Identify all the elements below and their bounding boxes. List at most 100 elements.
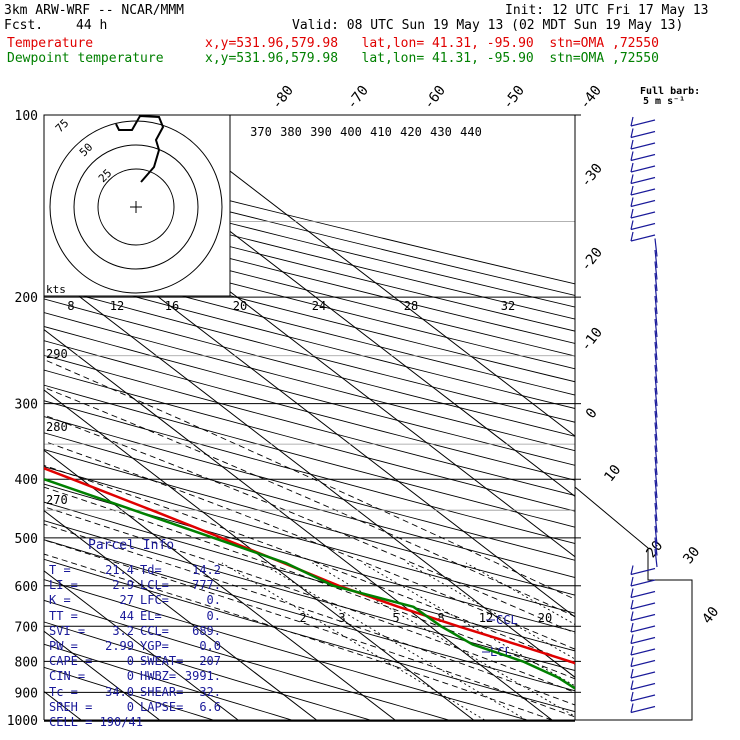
wind-barb-shaft [630,199,656,208]
valid-time: Valid: 08 UTC Sun 19 May 13 (02 MDT Sun … [292,18,684,33]
wind-barb-shaft [630,671,656,679]
parcel-value: 32. [199,684,221,699]
dry-adiabat-label: 270 [46,493,68,507]
hodograph-speed-label: 12 [110,299,124,313]
parcel-value: 2.9 [112,578,134,593]
dry-adiabat-line [44,539,575,692]
parcel-label: SHEAR= [140,684,184,699]
barb-legend-line1: Full barb: [640,86,700,97]
moist-adiabat-line [44,539,575,718]
dry-adiabat-line [44,621,371,720]
pressure-tick-label: 700 [15,620,38,635]
dry-adiabat-line [44,579,528,720]
moist-adiabat-line [44,553,553,720]
pressure-tick-label: 100 [15,109,38,124]
hodograph-ring [97,168,175,246]
wind-barb-shaft [630,694,656,702]
dewpoint-line [44,477,575,690]
wind-barb-flag [630,565,634,575]
mixing-ratio-line [221,562,485,720]
hodograph-speed-label: 24 [312,299,326,313]
wind-barb-shaft [654,525,658,545]
isotherm-label: -20 [578,245,606,275]
dry-adiabat-line [44,466,575,614]
wind-barb-flag [630,576,634,587]
hodograph-speed-label: 16 [165,299,179,313]
wind-barb-shaft [630,142,656,150]
wind-barb-shaft [654,548,658,568]
parcel-value: 27 [119,593,134,608]
wind-barb-shaft [654,318,658,338]
legend-dewpoint-name: Dewpoint temperature [7,51,164,66]
wind-barb-shaft [630,165,656,173]
parcel-value: 0.0 [199,639,221,653]
wind-barb-flag [630,588,634,598]
dry-adiabat-label: 280 [46,420,68,434]
isotherm-label: -80 [269,83,297,113]
wind-barb-shaft [630,613,656,622]
legend-temperature-info: x,y=531.96,579.98 lat,lon= 41.31, -95.90… [205,36,659,51]
mixing-ratio-line [260,562,527,720]
wind-barb-shaft [654,422,658,441]
parcel-value: 689. [192,623,221,638]
parcel-value: 777. [192,578,221,593]
wind-barb-flag [630,151,634,161]
isotherm-label: 10 [601,462,624,485]
parcel-value: 34.0 [105,684,134,699]
parcel-label: SWEAT= [140,654,184,669]
wind-barb-shaft [654,479,658,499]
wind-barb-shaft [654,502,658,522]
wind-barb-flag [630,208,634,219]
legend-dewpoint-info: x,y=531.96,579.98 lat,lon= 41.31, -95.90… [205,51,659,66]
hodograph-speed-label: 32 [501,299,515,313]
dry-adiabat-line [44,558,575,713]
parcel-value: 44 [119,608,134,623]
dry-adiabat-line [44,643,292,720]
parcel-value: 14.2 [192,563,221,577]
pressure-tick-label: 1000 [7,714,38,729]
theta-label: 370 [250,125,272,139]
wind-barb-shaft [654,330,658,349]
parcel-value: 0 [126,669,134,684]
parcel-label: CAPE = [49,654,93,669]
mixing-ratio-line [361,562,575,687]
parcel-value: 3.2 [112,623,134,638]
wind-barb-shaft [630,682,656,691]
parcel-value: 3991. [184,669,221,684]
ccl-marker-label: CCL [496,613,518,627]
wind-barb-shaft [654,399,658,418]
isotherm-line [44,509,317,720]
hodograph-speed-label: 28 [404,299,418,313]
parcel-label: EL= [140,608,162,623]
parcel-label: SREH = [49,699,93,714]
parcel-value: 0 [126,654,134,669]
wind-barb-shaft [654,261,658,280]
wind-barb-shaft [630,579,656,587]
mixing-ratio-label: 20 [538,611,552,625]
parcel-label: T = [49,563,71,577]
wind-barb-shaft [630,176,656,185]
isotherm-label: 30 [680,544,703,567]
parcel-label: LAPSE= [140,699,184,714]
forecast-label: Fcst. [4,18,44,33]
wind-barb-flag [630,220,634,230]
wind-barb-flag [630,599,634,610]
wind-barb-shaft [654,537,658,556]
dry-adiabat-line [44,599,449,720]
wind-barb-shaft [630,648,656,656]
hodograph-trace [115,114,165,183]
isotherm-line [44,570,239,720]
pressure-tick-label: 800 [15,655,38,670]
isotherm-label: -10 [578,325,606,355]
dry-adiabat-line [44,449,575,596]
wind-barb-shaft [654,284,658,303]
wind-barb-shaft [654,272,658,292]
isotherm-line [44,389,474,720]
pressure-tick-label: 400 [15,473,38,488]
isotherm-label: -50 [500,83,528,113]
wind-barbs [630,116,658,714]
sounding-series [44,467,575,690]
parcel-value: 207 [199,654,221,669]
parcel-label: K = [49,593,71,608]
parcel-value: 21.4 [105,563,134,577]
